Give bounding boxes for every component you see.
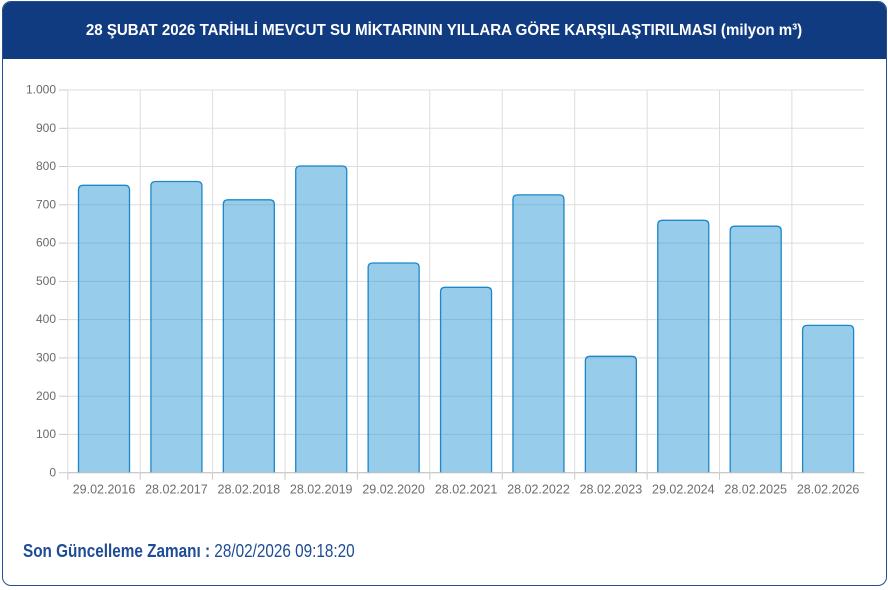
svg-text:29.02.2016: 29.02.2016 xyxy=(73,483,136,497)
svg-text:600: 600 xyxy=(36,236,56,250)
svg-text:200: 200 xyxy=(36,389,56,403)
svg-text:0: 0 xyxy=(49,465,56,479)
svg-text:29.02.2024: 29.02.2024 xyxy=(652,483,715,497)
svg-text:28.02.2026: 28.02.2026 xyxy=(797,483,860,497)
svg-text:28.02.2017: 28.02.2017 xyxy=(145,483,208,497)
svg-text:100: 100 xyxy=(36,427,56,441)
svg-text:28.02.2025: 28.02.2025 xyxy=(724,483,787,497)
svg-text:700: 700 xyxy=(36,197,56,211)
svg-text:1.000: 1.000 xyxy=(26,83,56,97)
svg-text:28.02.2018: 28.02.2018 xyxy=(218,483,281,497)
svg-text:500: 500 xyxy=(36,274,56,288)
svg-text:28.02.2022: 28.02.2022 xyxy=(507,483,570,497)
svg-text:900: 900 xyxy=(36,121,56,135)
svg-text:28.02.2021: 28.02.2021 xyxy=(435,483,498,497)
svg-text:400: 400 xyxy=(36,312,56,326)
svg-text:800: 800 xyxy=(36,159,56,173)
svg-text:28.02.2019: 28.02.2019 xyxy=(290,483,353,497)
svg-text:300: 300 xyxy=(36,351,56,365)
svg-text:29.02.2020: 29.02.2020 xyxy=(362,483,425,497)
svg-text:28.02.2023: 28.02.2023 xyxy=(580,483,643,497)
